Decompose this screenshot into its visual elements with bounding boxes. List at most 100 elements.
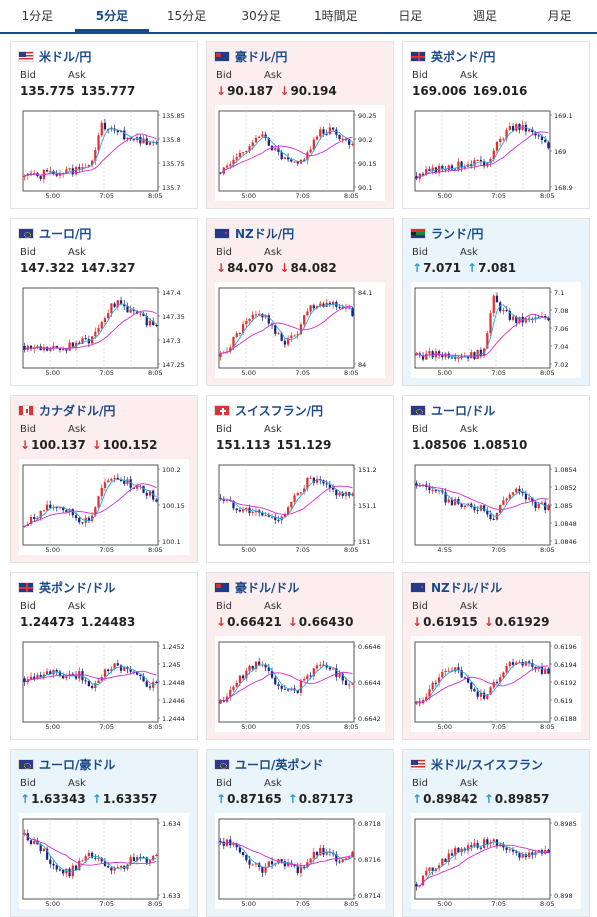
candle-body — [241, 852, 245, 855]
bid-value: 169.006 — [412, 84, 467, 98]
price-chart[interactable]: 147.4 147.35 147.3 147.25 5:00 7:05 8:05 — [19, 282, 189, 378]
price-chart[interactable]: 0.6646 0.6644 0.6642 5:00 7:05 8:05 — [215, 636, 385, 732]
candle-body — [341, 859, 344, 862]
y-tick-label: 0.6644 — [358, 679, 381, 687]
candle-body — [547, 142, 550, 149]
bid-label: Bid — [20, 70, 36, 81]
price-labels: Bid Ask — [412, 424, 582, 435]
candle-body — [55, 865, 58, 870]
price-chart[interactable]: 1.634 1.633 5:00 7:05 8:05 — [19, 813, 189, 909]
candle-body — [473, 689, 476, 692]
currency-pair-link[interactable]: NZドル/円 — [235, 226, 295, 241]
rate-card[interactable]: ユーロ/円 Bid Ask 147.322 147.327 147.4 147.3… — [10, 218, 198, 386]
candle-body — [116, 477, 119, 480]
candle-body — [261, 512, 264, 516]
rate-card[interactable]: ユーロ/豪ドル Bid Ask ↑1.63343 ↑1.63357 1.634 1… — [10, 749, 198, 917]
rate-card[interactable]: ランド/円 Bid Ask ↑7.071 ↑7.081 7.1 7.08 7.06 7… — [402, 218, 590, 386]
tab-3[interactable]: 30分足 — [241, 9, 281, 23]
candle-body — [338, 306, 341, 308]
price-chart[interactable]: 1.2452 1.245 1.2448 1.2446 1.2444 5:00 7:05 8:0… — [19, 636, 189, 732]
x-tick-label: 7:05 — [295, 723, 310, 731]
candle-body — [457, 667, 460, 671]
candle-body — [547, 318, 550, 321]
y-tick-label: 1.633 — [162, 892, 181, 900]
currency-pair-link[interactable]: 米ドル/スイスフラン — [431, 757, 544, 772]
candle-body — [537, 135, 540, 137]
tab-0[interactable]: 1分足 — [21, 9, 54, 23]
tab-1[interactable]: 5分足 — [74, 0, 150, 32]
candle-body — [338, 134, 341, 140]
currency-pair-link[interactable]: カナダドル/円 — [39, 403, 116, 418]
candle-body — [148, 686, 152, 688]
price-chart[interactable]: 0.8718 0.8716 0.8714 5:00 7:05 8:05 — [215, 813, 385, 909]
price-labels: Bid Ask — [412, 247, 582, 258]
currency-pair-link[interactable]: ユーロ/豪ドル — [39, 757, 116, 772]
candle-body — [447, 670, 450, 672]
price-chart[interactable]: 84.1 84 5:00 7:05 8:05 — [215, 282, 385, 378]
ask-label: Ask — [460, 601, 478, 612]
candle-body — [62, 507, 65, 511]
candle-body — [52, 170, 55, 174]
currency-pair-link[interactable]: 英ポンド/円 — [431, 49, 496, 64]
candle-body — [331, 301, 335, 305]
bid-number: 100.137 — [31, 438, 86, 452]
rate-card[interactable]: ユーロ/英ポンド Bid Ask ↑0.87165 ↑0.87173 0.871… — [206, 749, 394, 917]
price-chart[interactable]: 169.1 169 168.9 5:00 7:05 8:05 — [411, 105, 581, 201]
candle-body — [309, 675, 312, 677]
price-chart[interactable]: 135.85 135.8 135.75 135.7 5:00 7:05 8:05 — [19, 105, 189, 201]
tab-4[interactable]: 1時間足 — [313, 9, 358, 23]
rate-card[interactable]: NZドル/ドル Bid Ask ↓0.61915 ↓0.61929 0.6196… — [402, 572, 590, 740]
ask-value: ↑0.87173 — [288, 792, 354, 806]
rate-card[interactable]: ユーロ/ドル Bid Ask 1.08506 1.08510 1.0854 1.0… — [402, 395, 590, 563]
rate-card[interactable]: NZドル/円 Bid Ask ↓84.070 ↓84.082 84.1 84 5:0… — [206, 218, 394, 386]
currency-pair-link[interactable]: 豪ドル/円 — [235, 49, 288, 64]
candle-body — [431, 489, 434, 491]
candle-body — [441, 165, 444, 170]
chart-frame — [218, 110, 355, 192]
price-chart[interactable]: 0.6196 0.6194 0.6192 0.619 0.6188 5:00 7:05 8:0… — [411, 636, 581, 732]
currency-pair-link[interactable]: 英ポンド/ドル — [39, 580, 116, 595]
currency-pair-link[interactable]: ユーロ/円 — [39, 226, 92, 241]
rate-card[interactable]: 米ドル/円 Bid Ask 135.775 135.777 135.85 135.… — [10, 41, 198, 209]
currency-pair-link[interactable]: ユーロ/英ポンド — [235, 757, 324, 772]
price-chart[interactable]: 1.0854 1.0852 1.085 1.0848 1.0846 4:55 7:05 8:0… — [411, 459, 581, 555]
ask-number: 0.61929 — [494, 615, 550, 629]
tab-6[interactable]: 週足 — [473, 9, 498, 23]
currency-pair-link[interactable]: NZドル/ドル — [431, 580, 503, 595]
candle-body — [521, 854, 524, 858]
ma-slow-line — [24, 832, 157, 866]
tab-2[interactable]: 15分足 — [166, 9, 207, 23]
candle-body — [97, 680, 100, 684]
candle-body — [486, 162, 489, 167]
price-chart[interactable]: 100.2 100.15 100.1 5:00 7:05 8:05 — [19, 459, 189, 555]
price-chart[interactable]: 90.25 90.2 90.15 90.1 5:00 7:05 8:05 — [215, 105, 385, 201]
y-tick-label: 1.634 — [162, 820, 181, 828]
tab-5[interactable]: 日足 — [398, 9, 423, 23]
currency-pair-link[interactable]: スイスフラン/円 — [235, 403, 324, 418]
tab-7[interactable]: 月足 — [547, 9, 572, 23]
bid-label: Bid — [216, 70, 232, 81]
candle-body — [319, 129, 322, 137]
rate-card[interactable]: スイスフラン/円 Bid Ask 151.113 151.129 151.2 15… — [206, 395, 394, 563]
currency-pair-link[interactable]: 米ドル/円 — [39, 49, 92, 64]
rate-card[interactable]: 英ポンド/円 Bid Ask 169.006 169.016 169.1 169 1… — [402, 41, 590, 209]
rate-card[interactable]: カナダドル/円 Bid Ask ↓100.137 ↓100.152 100.2 1… — [10, 395, 198, 563]
currency-pair-link[interactable]: 豪ドル/ドル — [235, 580, 300, 595]
candle-body — [148, 490, 152, 496]
candle-body — [460, 848, 463, 853]
currency-pair-link[interactable]: ユーロ/ドル — [431, 403, 496, 418]
rate-card[interactable]: 米ドル/スイスフラン Bid Ask ↑0.89842 ↑0.89857 0.8… — [402, 749, 590, 917]
rate-card[interactable]: 豪ドル/ドル Bid Ask ↓0.66421 ↓0.66430 0.6646 0… — [206, 572, 394, 740]
rate-card[interactable]: 豪ドル/円 Bid Ask ↓90.187 ↓90.194 90.25 90.2 9… — [206, 41, 394, 209]
price-chart[interactable]: 7.1 7.08 7.06 7.04 7.02 5:00 7:05 8:05 — [411, 282, 581, 378]
price-chart[interactable]: 0.8985 0.898 5:00 7:05 8:05 — [411, 813, 581, 909]
card-title: 英ポンド/ドル — [18, 579, 190, 595]
rate-card[interactable]: 英ポンド/ドル Bid Ask 1.24473 1.24483 1.2452 1.… — [10, 572, 198, 740]
price-chart[interactable]: 151.2 151.1 151 5:00 7:05 8:05 — [215, 459, 385, 555]
candle-body — [248, 318, 251, 321]
candle-body — [139, 674, 142, 677]
candle-body — [235, 843, 238, 848]
candle-body — [33, 840, 36, 844]
currency-pair-link[interactable]: ランド/円 — [431, 226, 484, 241]
x-tick-label: 5:00 — [45, 900, 60, 908]
